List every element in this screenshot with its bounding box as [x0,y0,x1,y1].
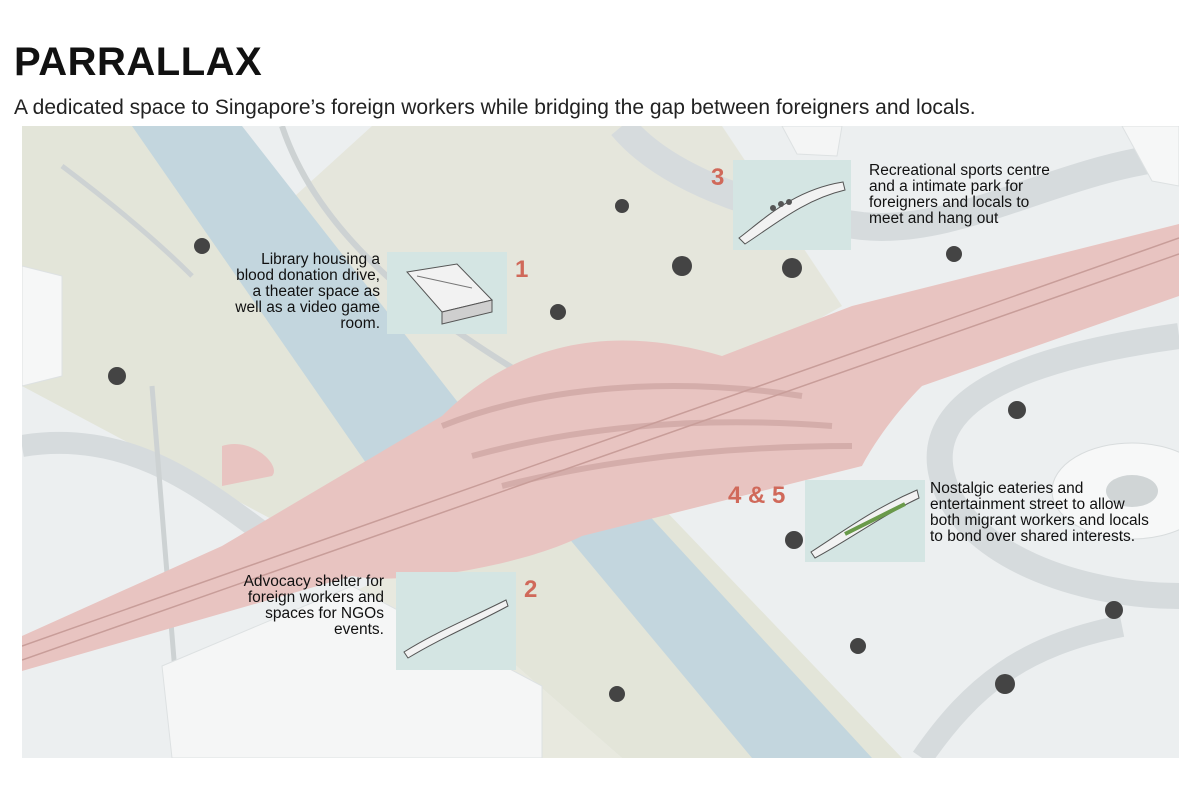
library-model-icon [406,263,493,325]
river-upper [132,126,492,486]
aerial-site-render [22,126,1179,758]
tree [995,674,1015,694]
annotation-3-number: 3 [711,164,725,191]
annotation-4-5-card [805,480,925,562]
trees [108,199,1123,702]
tree [785,531,803,549]
road-curve-right [926,323,1179,609]
tree [108,367,126,385]
annotation-4-5-text: Nostalgic eateries and entertainment str… [930,480,1149,545]
annotation-3-text: Recreational sports centre and a intimat… [869,162,1050,227]
page-subtitle: A dedicated space to Singapore’s foreign… [14,96,976,119]
building-top-right [1121,126,1179,187]
tree [672,256,692,276]
annotation-2-card [396,572,516,670]
tree [615,199,629,213]
tree [850,638,866,654]
annotation-1-text: Library housing a blood donation drive, … [235,251,380,332]
tree [946,246,962,262]
bridge-ramp-left [222,443,274,486]
tree [782,258,802,278]
bridge-rail-upper [22,237,1179,647]
tree [1008,401,1026,419]
building-top-mid [781,126,843,157]
tree [1105,601,1123,619]
eateries-model-icon [810,489,920,559]
park-zone-center [262,126,842,486]
annotation-1-number: 1 [515,256,529,283]
tree [194,238,210,254]
annotation-2-number: 2 [524,576,538,603]
annotation-3-card [733,160,851,250]
page-title: PARRALLAX [14,40,263,84]
tree [550,304,566,320]
road-curve-upper-right [611,126,1179,241]
tree [609,686,625,702]
round-building-void [1106,475,1158,507]
shelter-model-icon [403,599,509,659]
road-curve-lower-right [912,615,1125,758]
bridge-rail-lower [22,253,1179,661]
path-thin-2 [60,164,194,278]
building-lower-left [161,585,543,758]
building-left-edge [22,265,63,387]
annotation-4-5-number: 4 & 5 [728,482,786,509]
annotation-2-text: Advocacy shelter for foreign workers and… [243,573,384,638]
sports-centre-model-icon [738,181,846,245]
river-lower [542,486,872,758]
annotation-1-card [387,252,507,334]
